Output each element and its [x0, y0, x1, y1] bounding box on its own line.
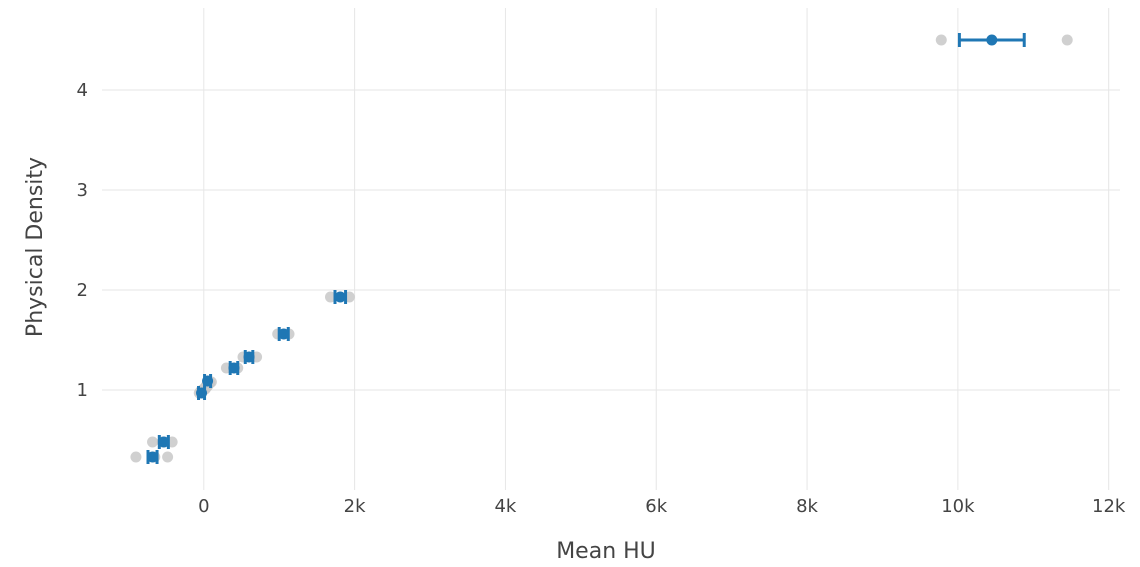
- mean-point: [243, 351, 255, 363]
- sample-point: [147, 436, 159, 448]
- x-tick-label: 12k: [1092, 496, 1126, 517]
- x-tick-label: 2k: [344, 496, 366, 517]
- y-axis-title: Physical Density: [23, 157, 48, 337]
- sample-point: [1061, 34, 1073, 46]
- x-tick-label: 10k: [941, 496, 975, 517]
- y-tick-label: 4: [77, 80, 88, 101]
- x-tick-label: 0: [198, 496, 209, 517]
- sample-point: [130, 451, 142, 463]
- mean-point: [147, 451, 159, 463]
- y-tick-label: 3: [77, 180, 88, 201]
- mean-point: [202, 375, 214, 387]
- x-axis-title: Mean HU: [556, 539, 656, 564]
- sample-point: [324, 291, 336, 303]
- tick-labels: 0 2k 4k 6k 8k 10k 12k 1 2 3 4: [77, 80, 1126, 517]
- x-tick-label: 8k: [796, 496, 818, 517]
- mean-point: [158, 436, 170, 448]
- y-tick-label: 2: [77, 280, 88, 301]
- mean-points: [146, 33, 1026, 464]
- sample-points: [130, 34, 1073, 463]
- mean-point: [986, 34, 998, 46]
- gridlines: [102, 8, 1120, 490]
- mean-point: [334, 291, 346, 303]
- x-tick-label: 4k: [494, 496, 516, 517]
- x-tick-label: 6k: [645, 496, 667, 517]
- y-tick-label: 1: [77, 380, 88, 401]
- mean-point: [228, 362, 240, 374]
- mean-point: [196, 387, 208, 399]
- sample-point: [935, 34, 947, 46]
- sample-point: [162, 451, 174, 463]
- mean-point: [278, 328, 290, 340]
